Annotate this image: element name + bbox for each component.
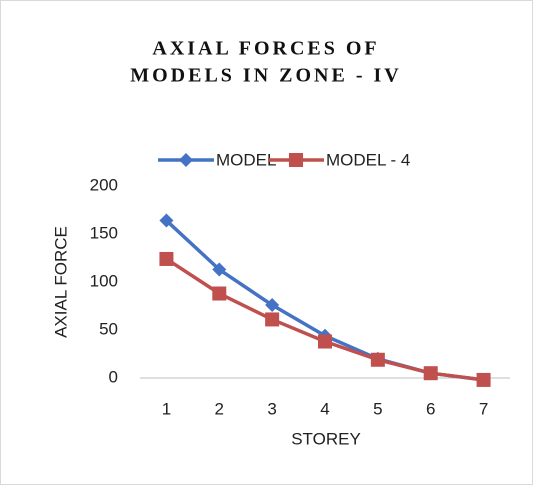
- y-tick-label: 0: [109, 367, 118, 386]
- y-tick-label: 50: [99, 319, 118, 338]
- y-tick-label: 100: [90, 271, 118, 290]
- data-point: [212, 286, 227, 301]
- chart-title: MODELS IN ZONE - IV: [130, 65, 401, 87]
- x-tick-label: 7: [479, 399, 488, 418]
- legend-marker: [289, 153, 303, 167]
- data-point: [265, 312, 280, 327]
- data-point: [423, 366, 438, 381]
- data-point: [159, 251, 174, 266]
- data-point: [370, 352, 385, 367]
- chart-title: AXIAL FORCES OF: [152, 38, 379, 60]
- x-axis-label: STOREY: [291, 429, 361, 448]
- legend-label: MODEL - 2: [216, 150, 300, 169]
- data-point: [212, 262, 227, 277]
- data-point: [318, 334, 332, 349]
- data-point: [265, 298, 280, 313]
- data-point: [476, 372, 491, 387]
- data-point: [159, 213, 174, 228]
- legend-label: MODEL - 4: [326, 150, 410, 169]
- y-tick-label: 150: [90, 223, 118, 242]
- x-tick-label: 3: [267, 399, 276, 418]
- legend-marker: [179, 153, 193, 167]
- x-tick-label: 5: [373, 399, 382, 418]
- x-tick-label: 6: [426, 399, 435, 418]
- y-axis-label: AXIAL FORCE: [51, 226, 70, 338]
- x-tick-label: 2: [215, 399, 224, 418]
- x-tick-label: 1: [162, 399, 171, 418]
- y-tick-label: 200: [90, 175, 118, 194]
- x-tick-label: 4: [320, 399, 329, 418]
